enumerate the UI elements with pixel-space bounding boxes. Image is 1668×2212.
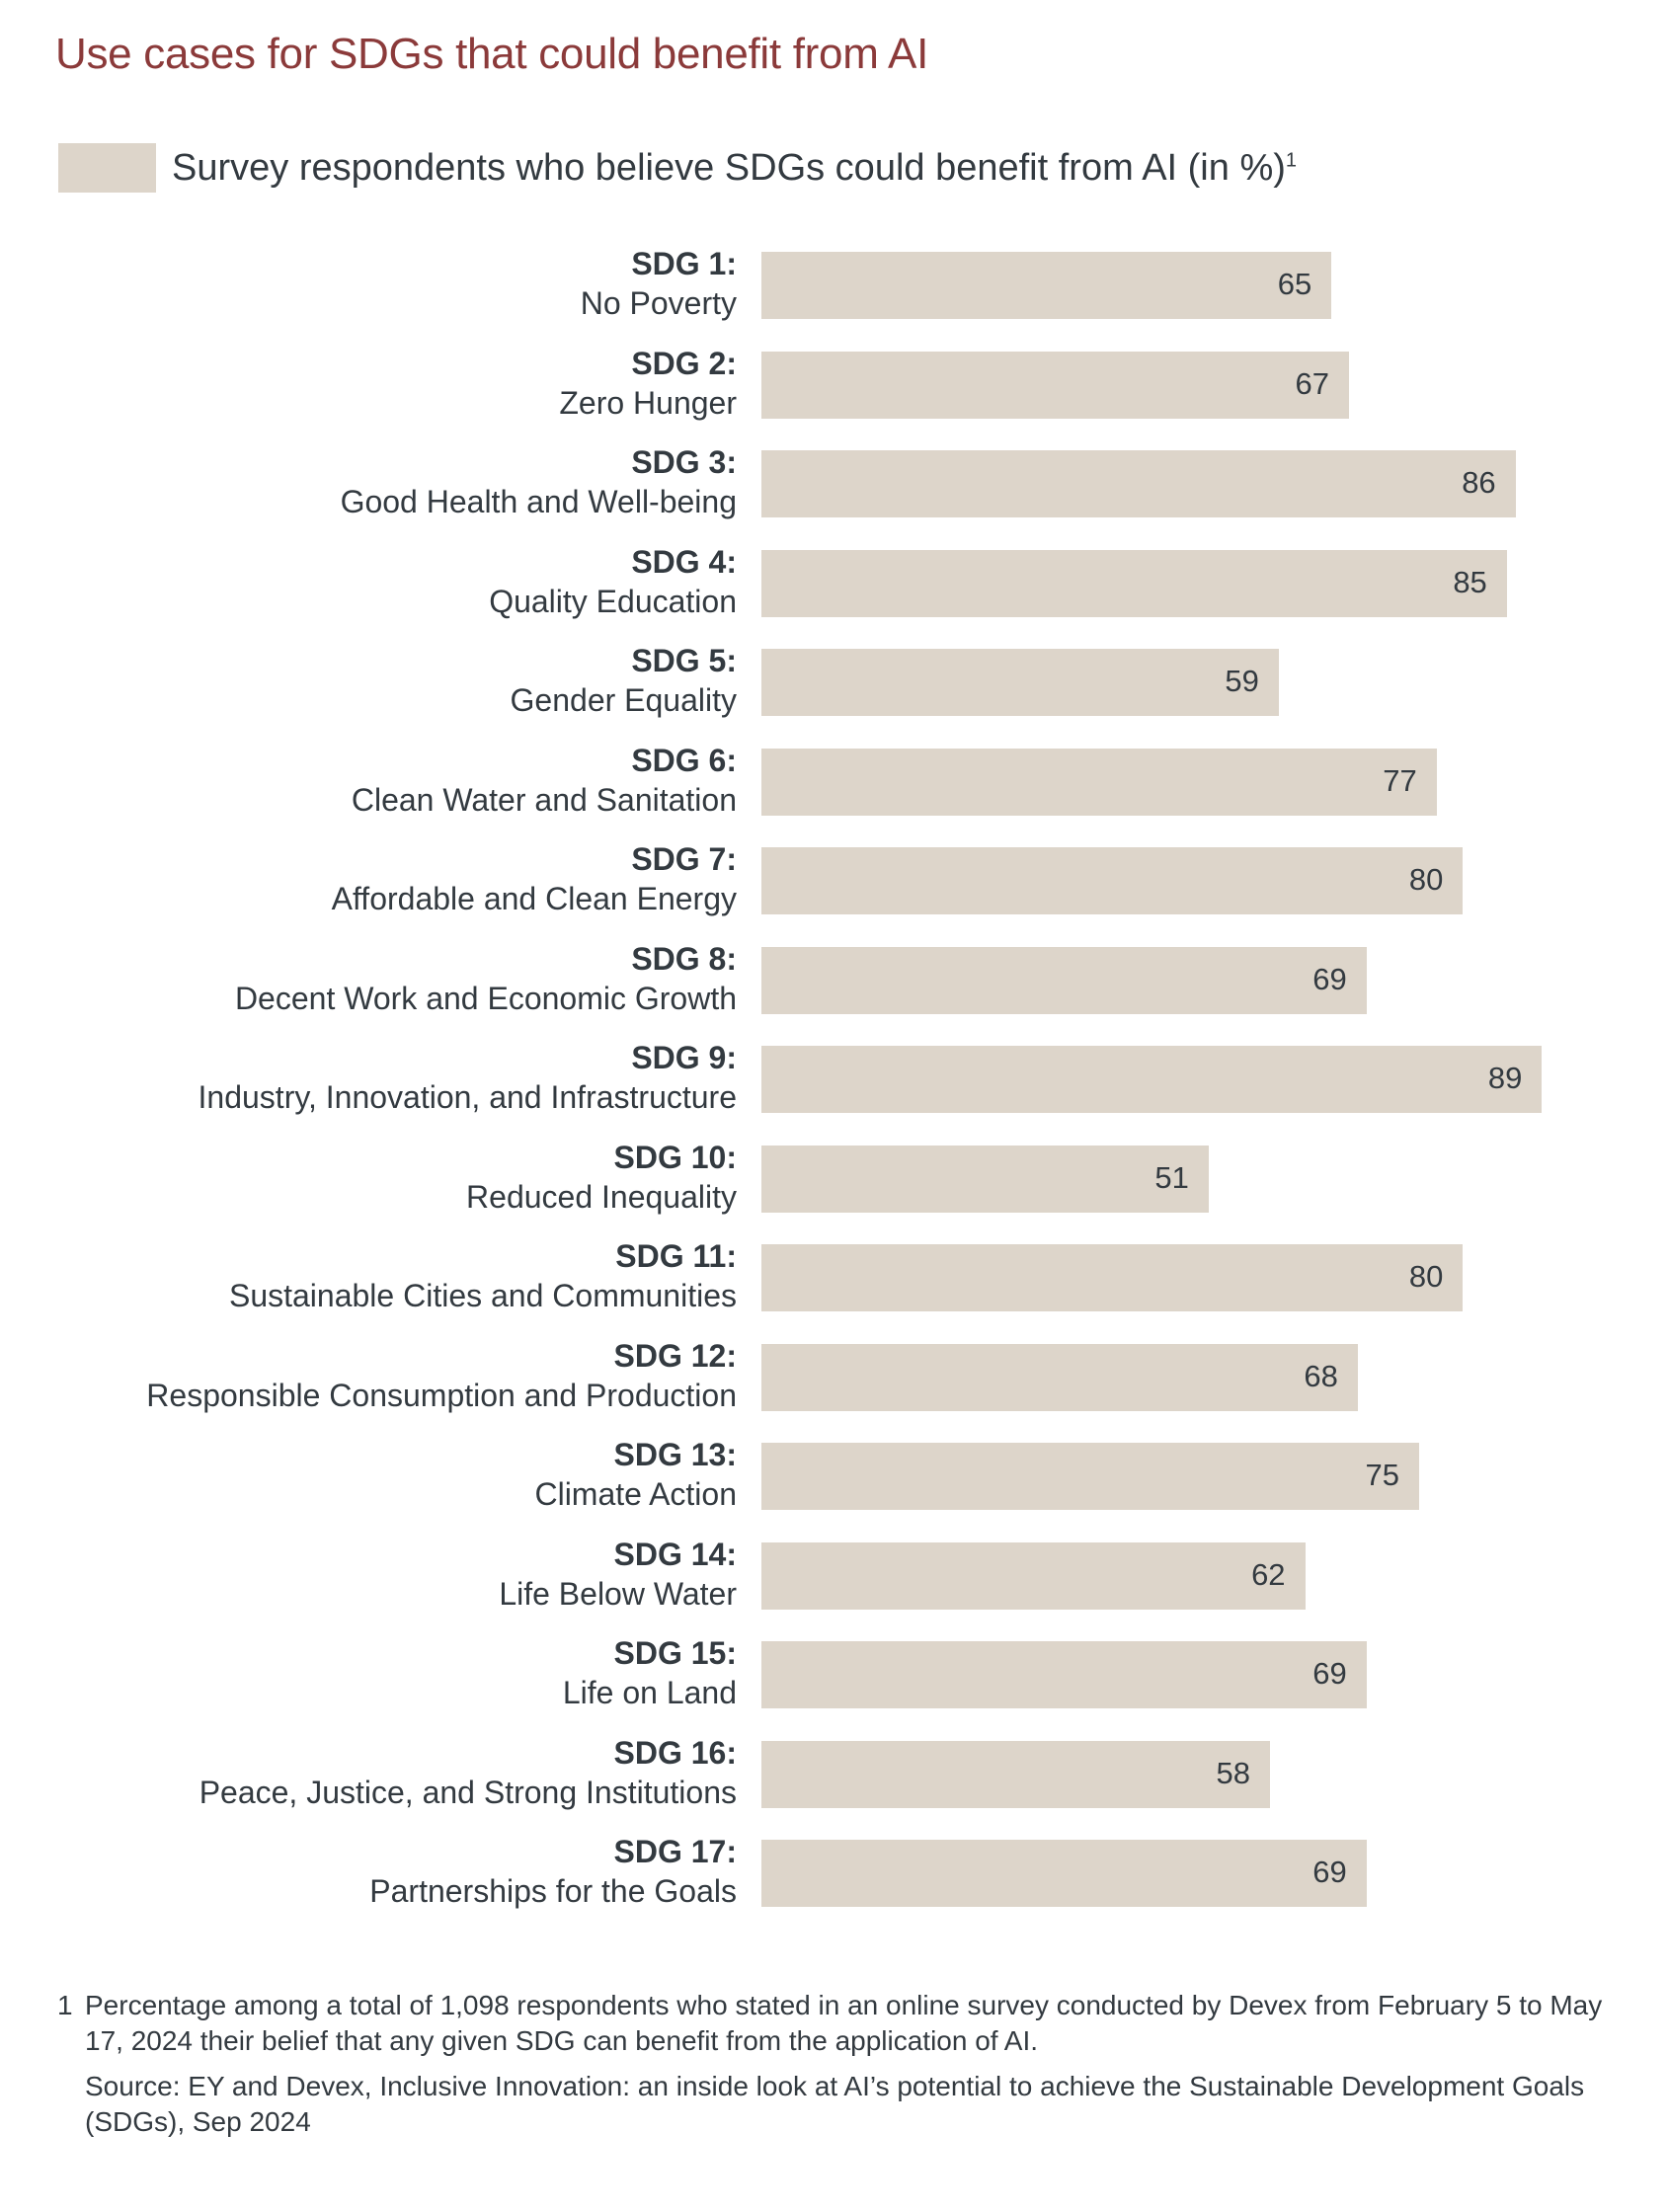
bar (761, 1541, 1306, 1610)
data-label: 58 (1216, 1755, 1251, 1790)
sdg-number: SDG 7: (631, 841, 737, 877)
legend-footnote-mark: 1 (1285, 148, 1298, 171)
bar-chart: SDG 1: No Poverty 65 SDG 2: Zero Hunger 67 SDG… (146, 244, 1543, 1911)
category-label: SDG 12: Responsible Consumption and Produ… (146, 1336, 737, 1415)
data-label: 86 (1462, 465, 1496, 500)
sdg-goal-name: Affordable and Clean Energy (331, 881, 737, 916)
sdg-number: SDG 9: (631, 1040, 737, 1075)
bar (761, 252, 1332, 319)
data-label: 77 (1383, 762, 1417, 798)
legend-swatch (58, 143, 156, 193)
footnote-1: 1 Percentage among a total of 1,098 resp… (57, 1988, 1618, 2059)
data-label: 59 (1225, 664, 1259, 698)
sdg-number: SDG 14: (613, 1536, 737, 1572)
bar (761, 748, 1437, 816)
sdg-goal-name: Clean Water and Sanitation (351, 781, 737, 818)
sdg-number: SDG 12: (613, 1337, 737, 1374)
bar (761, 1443, 1419, 1510)
data-label: 69 (1312, 1656, 1347, 1691)
sdg-number: SDG 15: (613, 1635, 737, 1671)
category-label: SDG 2: Zero Hunger (559, 344, 737, 423)
sdg-goal-name: Gender Equality (510, 682, 737, 718)
chart-title: Use cases for SDGs that could benefit fr… (55, 30, 929, 78)
data-label: 62 (1251, 1556, 1286, 1592)
sdg-number: SDG 13: (613, 1437, 737, 1472)
bar (761, 1641, 1367, 1708)
sdg-goal-name: Responsible Consumption and Production (146, 1377, 737, 1413)
sdg-number: SDG 3: (631, 444, 737, 480)
bar (761, 1343, 1358, 1411)
data-label: 80 (1408, 862, 1444, 897)
bar (761, 1840, 1367, 1907)
category-label: SDG 8: Decent Work and Economic Growth (235, 939, 737, 1018)
sdg-number: SDG 1: (631, 246, 737, 281)
category-label: SDG 11: Sustainable Cities and Communitie… (229, 1236, 737, 1315)
category-label: SDG 16: Peace, Justice, and Strong Instit… (199, 1733, 737, 1812)
sdg-goal-name: Life on Land (562, 1675, 737, 1710)
sdg-number: SDG 2: (631, 345, 737, 381)
data-label: 80 (1408, 1259, 1444, 1294)
category-label: SDG 10: Reduced Inequality (466, 1138, 737, 1217)
data-label: 67 (1295, 365, 1329, 401)
bar (761, 351, 1349, 419)
sdg-goal-name: Zero Hunger (559, 384, 737, 421)
sdg-number: SDG 4: (631, 543, 737, 580)
sdg-goal-name: Peace, Justice, and Strong Institutions (199, 1774, 737, 1810)
category-label: SDG 6: Clean Water and Sanitation (352, 741, 737, 820)
bar (761, 649, 1279, 716)
category-label: SDG 5: Gender Equality (511, 641, 737, 720)
sdg-goal-name: Decent Work and Economic Growth (234, 980, 737, 1016)
data-label: 51 (1154, 1159, 1189, 1195)
sdg-number: SDG 6: (631, 742, 737, 778)
footnote-text: Percentage among a total of 1,098 respon… (85, 1990, 1603, 2056)
category-label: SDG 15: Life on Land (563, 1633, 737, 1712)
category-label: SDG 3: Good Health and Well-being (341, 442, 737, 521)
category-label: SDG 7: Affordable and Clean Energy (332, 839, 737, 918)
data-label: 69 (1312, 961, 1347, 996)
bar (761, 847, 1464, 914)
sdg-goal-name: Industry, Innovation, and Infrastructure (198, 1079, 737, 1115)
data-label: 68 (1304, 1358, 1338, 1393)
bar (761, 1740, 1271, 1808)
category-label: SDG 17: Partnerships for the Goals (369, 1832, 737, 1911)
sdg-number: SDG 8: (631, 940, 737, 977)
bar (761, 1046, 1543, 1113)
sdg-goal-name: Quality Education (489, 583, 737, 619)
bar (761, 1145, 1209, 1213)
bar (761, 450, 1516, 517)
sdg-goal-name: Life Below Water (499, 1575, 737, 1612)
sdg-goal-name: Good Health and Well-being (340, 484, 737, 519)
category-label: SDG 1: No Poverty (581, 244, 737, 323)
sdg-goal-name: Sustainable Cities and Communities (228, 1278, 737, 1313)
sdg-goal-name: Partnerships for the Goals (369, 1873, 737, 1909)
category-label: SDG 9: Industry, Innovation, and Infrastr… (199, 1038, 737, 1117)
data-label: 85 (1453, 564, 1487, 599)
sdg-goal-name: No Poverty (580, 285, 737, 321)
bar (761, 946, 1367, 1014)
sdg-goal-name: Climate Action (534, 1476, 737, 1512)
sdg-goal-name: Reduced Inequality (466, 1178, 737, 1215)
data-label: 65 (1277, 267, 1312, 301)
data-label: 75 (1365, 1458, 1399, 1492)
legend-label: Survey respondents who believe SDGs coul… (172, 147, 1297, 190)
bar (761, 1244, 1464, 1311)
sdg-number: SDG 5: (631, 643, 737, 678)
sdg-number: SDG 11: (615, 1238, 737, 1274)
source-note: Source: EY and Devex, Inclusive Innovati… (85, 2071, 1585, 2137)
legend: Survey respondents who believe SDGs coul… (58, 143, 1297, 193)
sdg-number: SDG 17: (613, 1834, 737, 1869)
bar (761, 549, 1507, 617)
footnote-mark: 1 (57, 1990, 73, 2020)
data-label: 69 (1312, 1855, 1347, 1889)
category-label: SDG 4: Quality Education (489, 542, 737, 621)
sdg-number: SDG 16: (613, 1734, 737, 1771)
legend-text: Survey respondents who believe SDGs coul… (172, 146, 1286, 189)
category-label: SDG 13: Climate Action (534, 1435, 737, 1514)
category-label: SDG 14: Life Below Water (499, 1535, 737, 1614)
data-label: 89 (1487, 1061, 1523, 1095)
footnotes: 1 Percentage among a total of 1,098 resp… (57, 1988, 1618, 2140)
sdg-number: SDG 10: (613, 1139, 737, 1175)
